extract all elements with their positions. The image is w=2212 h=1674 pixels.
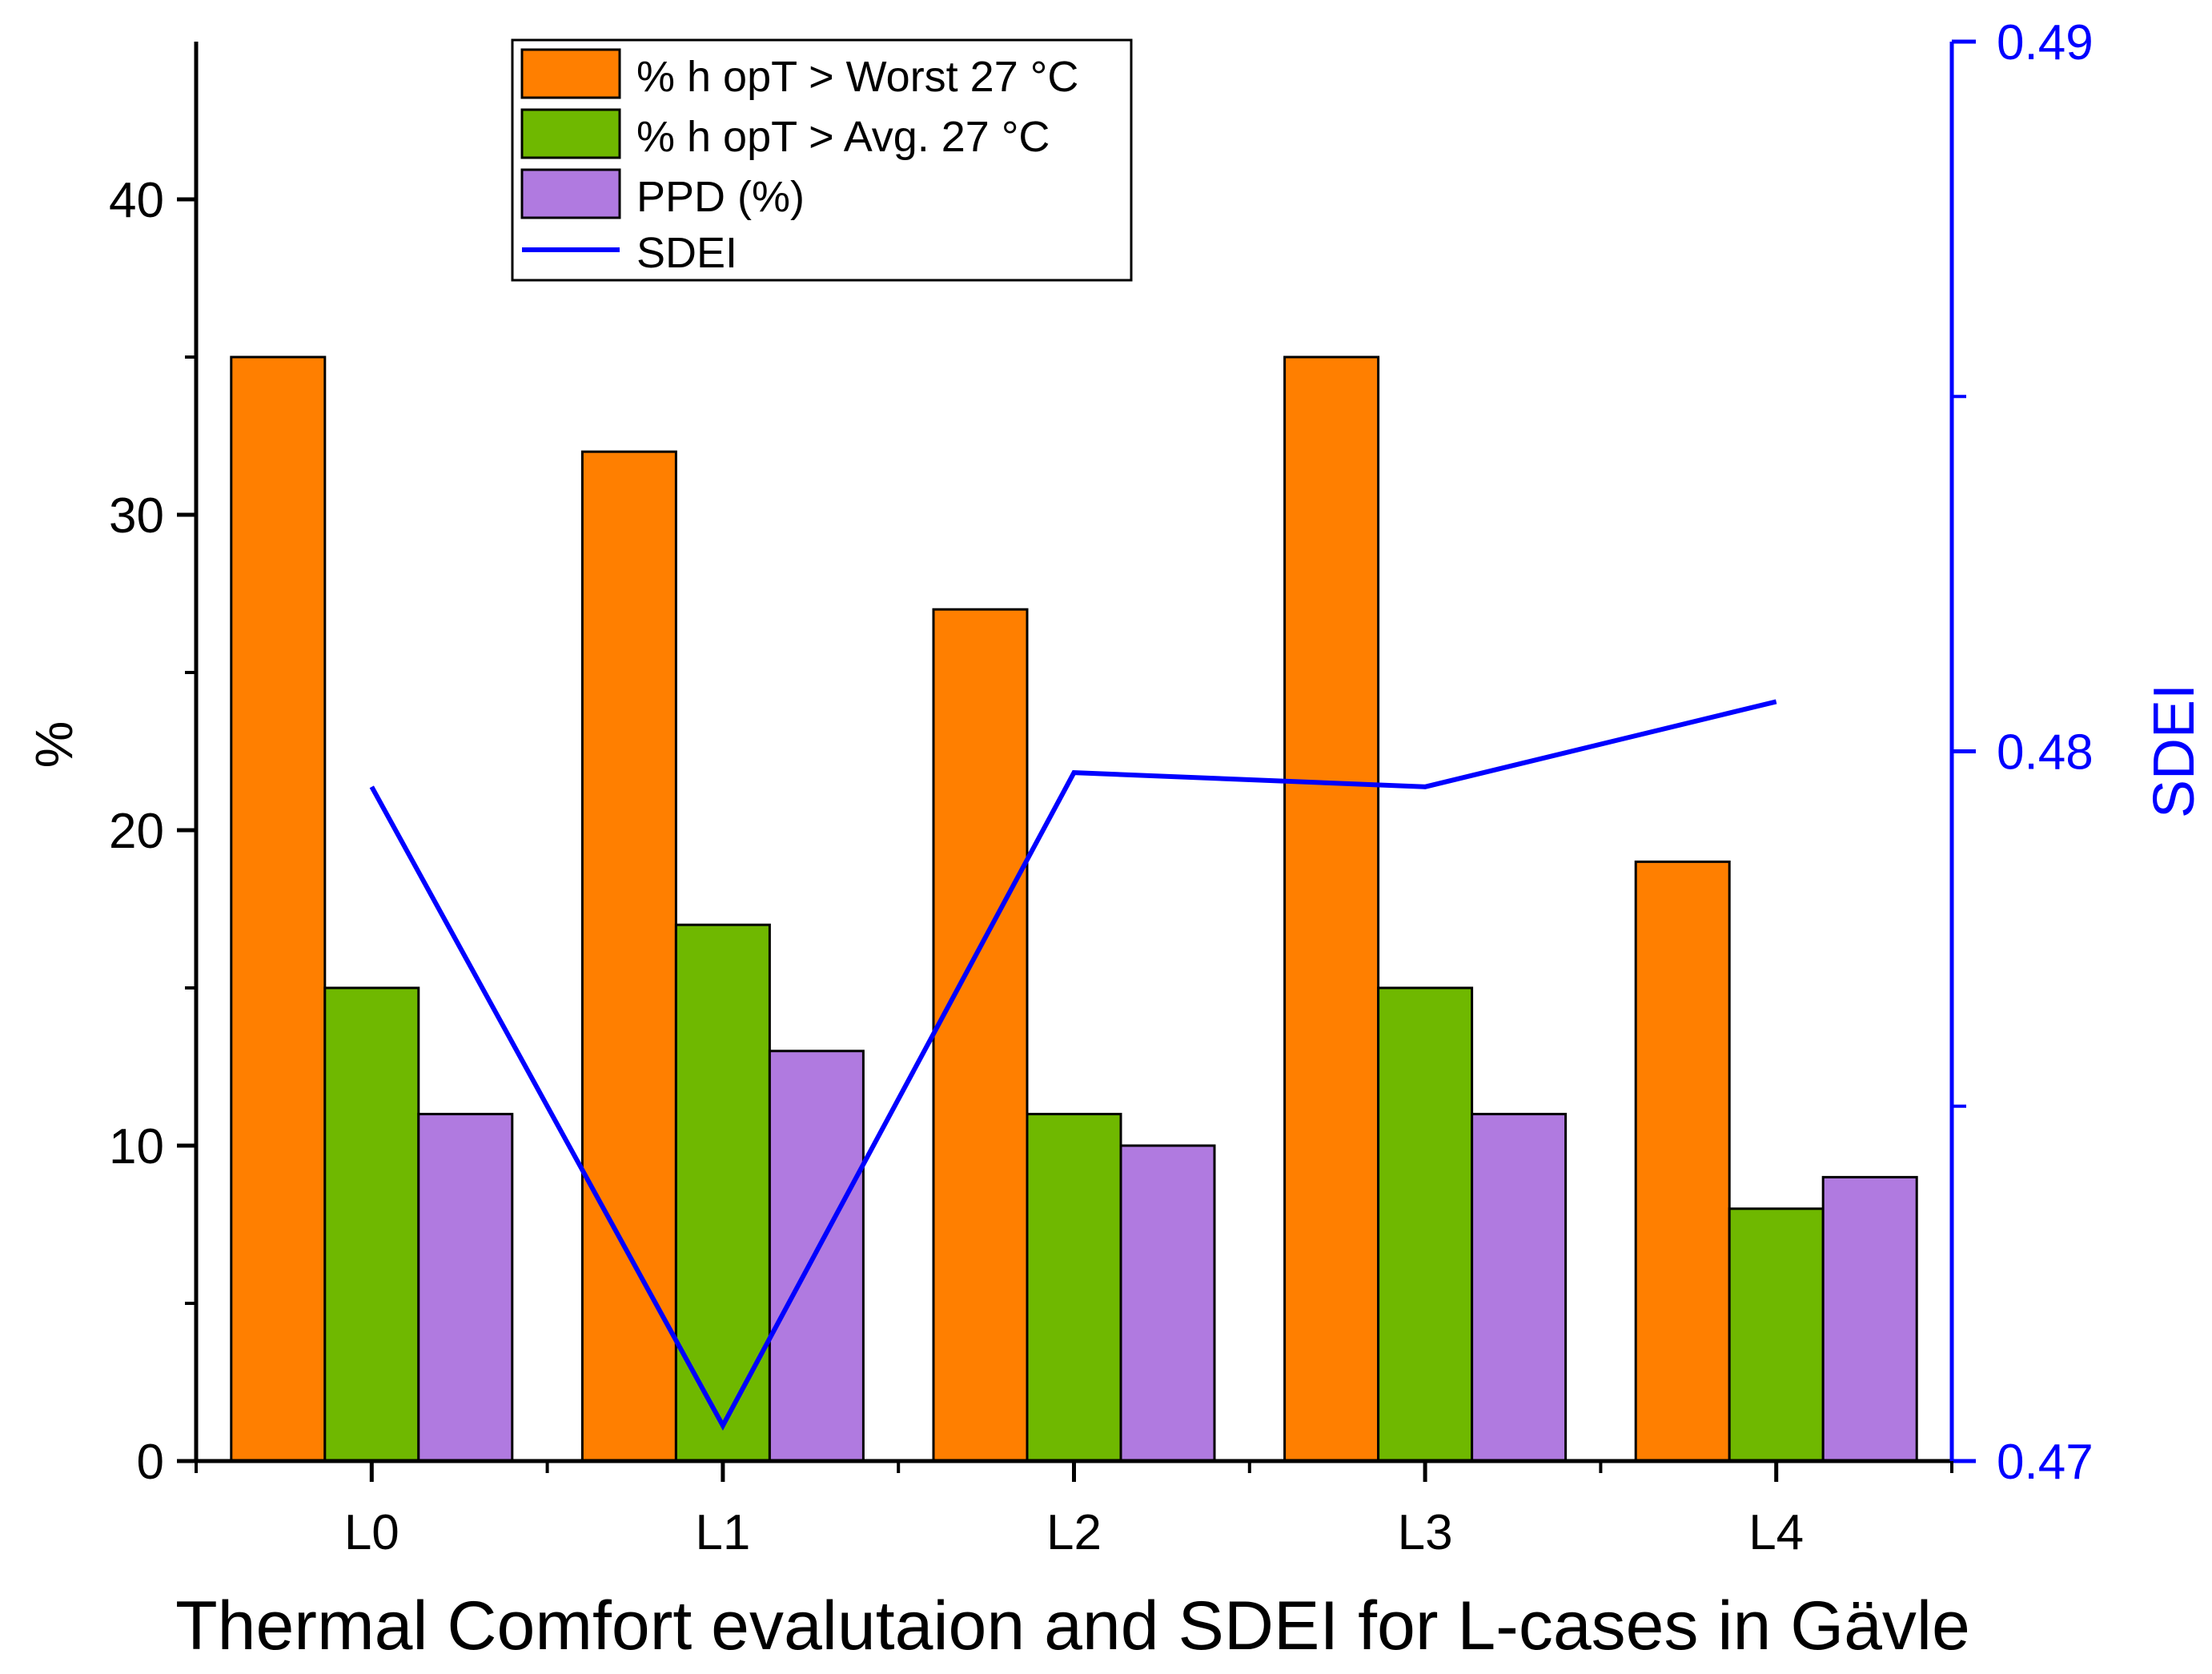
bar-l0-series-1: [230, 355, 327, 1463]
legend-swatch-avg: [520, 108, 621, 159]
bar-l3-series-3: [1471, 1113, 1568, 1463]
y-tick-label: 40: [109, 173, 164, 228]
y2-tick-label: 0.47: [1997, 1435, 2094, 1490]
legend-label-sdei: SDEI: [636, 229, 737, 277]
y-tick-label: 0: [137, 1435, 164, 1490]
y-tick-label: 30: [109, 488, 164, 544]
legend-swatch-worst: [520, 48, 621, 99]
bar-l3-series-2: [1377, 986, 1474, 1463]
legend-label-worst: % h opT > Worst 27 °C: [636, 53, 1078, 101]
y2-axis-label: SDEI: [2142, 684, 2206, 818]
x-axis-label: Thermal Comfort evalutaion and SDEI for …: [175, 1588, 1970, 1664]
legend-swatch-ppd: [520, 168, 621, 219]
y-tick-label: 20: [109, 804, 164, 859]
bar-l2-series-1: [932, 608, 1029, 1463]
x-tick-label: L0: [344, 1505, 399, 1560]
bar-group: [230, 355, 1918, 1463]
bar-l1-series-2: [674, 923, 771, 1463]
y2-tick-label: 0.49: [1997, 15, 2094, 70]
tick-group: 0 10 20 30 40 0.47 0.48 0.49 L0 L1 L2 L3 L4: [109, 15, 2094, 1560]
bar-l3-series-1: [1283, 355, 1380, 1463]
legend-label-ppd: PPD (%): [636, 173, 805, 221]
x-tick-label: L4: [1748, 1505, 1804, 1560]
bar-l1-series-1: [580, 450, 677, 1463]
y2-tick-label: 0.48: [1997, 725, 2094, 781]
y-axis-label: %: [24, 721, 83, 769]
bar-l0-series-2: [323, 986, 420, 1463]
y-tick-label: 10: [109, 1119, 164, 1174]
legend: % h opT > Worst 27 °C % h opT > Avg. 27 …: [511, 38, 1133, 282]
bar-l4-series-3: [1821, 1175, 1918, 1463]
bar-l4-series-2: [1728, 1207, 1825, 1463]
sdei-line: [369, 699, 1777, 1431]
sdei-line-layer: [369, 699, 1777, 1431]
x-tick-label: L2: [1046, 1505, 1102, 1560]
legend-label-avg: % h opT > Avg. 27 °C: [636, 113, 1050, 161]
bar-l0-series-3: [417, 1113, 514, 1463]
x-tick-label: L1: [695, 1505, 750, 1560]
bar-l4-series-1: [1634, 860, 1731, 1463]
bar-l2-series-2: [1026, 1113, 1122, 1463]
x-tick-label: L3: [1398, 1505, 1453, 1560]
bar-l2-series-3: [1119, 1144, 1216, 1463]
